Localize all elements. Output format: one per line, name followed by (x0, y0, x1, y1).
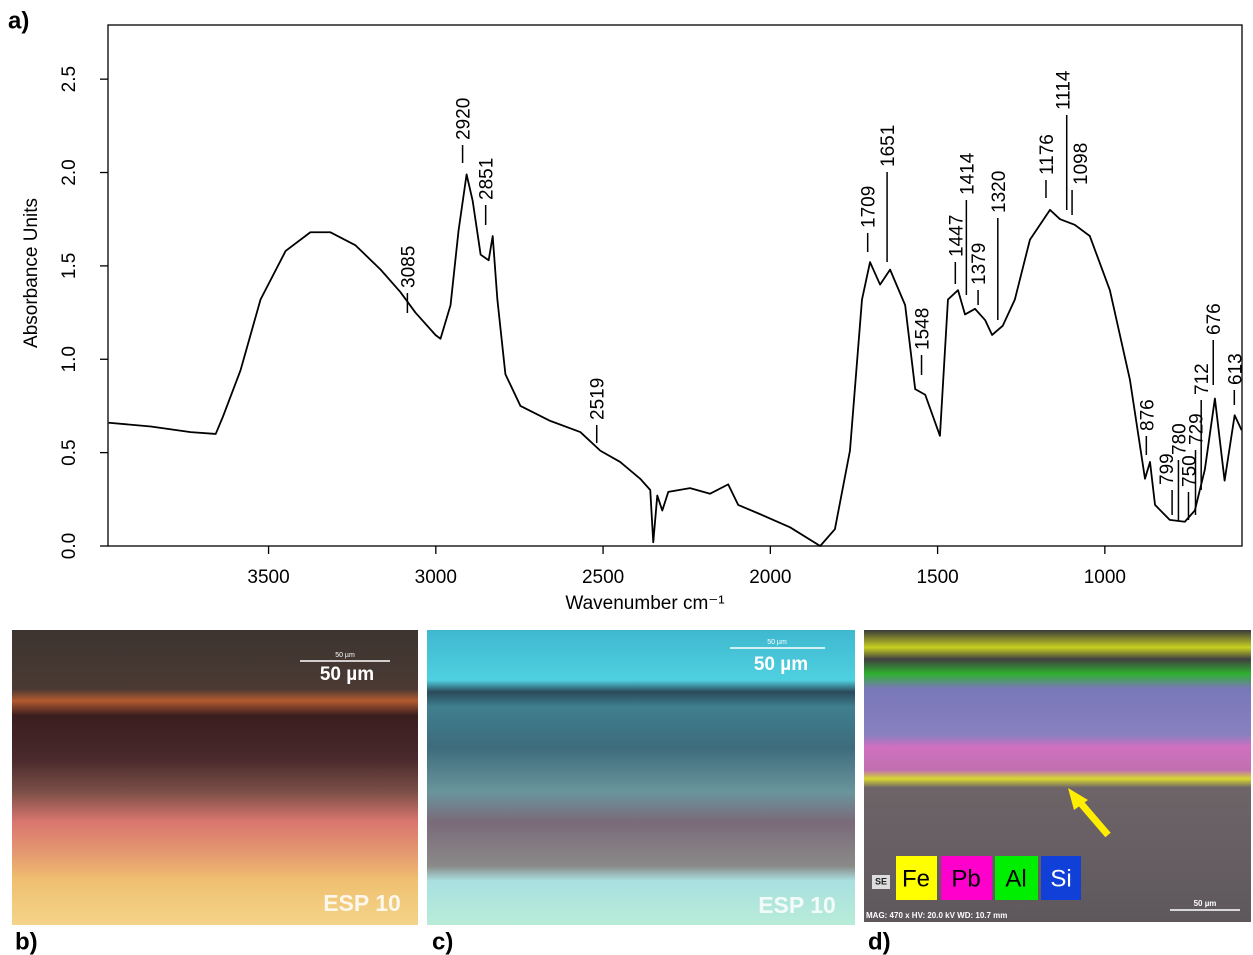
arrow (1075, 797, 1111, 838)
peak-label: 1379 (969, 243, 990, 285)
image (427, 630, 855, 925)
legend-label: Si (1050, 865, 1071, 892)
panel-label: a) (8, 7, 29, 34)
scale-label: 50 µm (1194, 899, 1217, 908)
y-tick-label: 0.5 (59, 439, 80, 465)
scale-label: 50 µm (320, 664, 374, 685)
peak-label: 676 (1204, 303, 1225, 335)
scale-label-small: 50 µm (767, 639, 787, 646)
x-tick-label: 3500 (247, 567, 289, 588)
detector-icon (872, 875, 890, 889)
peak-label: 2920 (454, 98, 475, 140)
x-tick-label: 2000 (749, 567, 791, 588)
x-tick-label: 1500 (916, 567, 958, 588)
peak-label: 1709 (859, 186, 880, 228)
micrograph-b: 50 µm 50 µm ESP 10 (12, 630, 418, 925)
scale-label-small: 50 µm (335, 652, 355, 659)
x-axis-label: Wavenumber cm⁻¹ (565, 593, 724, 614)
plot-frame (107, 24, 1243, 547)
y-tick-label: 2.5 (59, 66, 80, 92)
legend-swatch (995, 856, 1038, 900)
peak-label: 1098 (1071, 143, 1092, 185)
spectrum (108, 173, 1243, 547)
peak-label: 780 (1169, 423, 1190, 455)
sample-label: ESP 10 (758, 892, 836, 918)
peak-label: 613 (1225, 353, 1246, 385)
x-tick-label: 1000 (1084, 567, 1126, 588)
y-tick-label: 0.0 (59, 533, 80, 559)
y-tick-label: 2.0 (59, 159, 80, 185)
sem-info: MAG: 470 x HV: 20.0 kV WD: 10.7 mm (866, 911, 1007, 920)
legend-swatch (941, 856, 992, 900)
peak-label: 729 (1187, 413, 1208, 445)
x-tick-label: 3000 (415, 567, 457, 588)
sample-label: ESP 10 (323, 890, 401, 916)
peak-label: 1651 (878, 125, 899, 167)
peak-label: 2519 (588, 378, 609, 420)
peak-label: 2851 (477, 158, 498, 200)
panel-label: d) (868, 928, 891, 955)
legend-label: Al (1005, 865, 1026, 892)
peak-label: 1176 (1037, 134, 1058, 175)
panel-label: c) (432, 928, 453, 955)
peak-label: 712 (1192, 363, 1213, 395)
peak-label: 1414 (957, 152, 978, 195)
peak-label: 876 (1137, 399, 1158, 431)
legend-swatch (1041, 856, 1081, 900)
peak-label: 1447 (946, 215, 967, 257)
peak-label: 1320 (989, 171, 1010, 213)
x-tick-label: 2500 (582, 567, 624, 588)
legend-swatch (896, 856, 937, 900)
panel-label: b) (15, 928, 38, 955)
peak-label: 799 (1157, 453, 1178, 485)
peak-label: 1114 (1054, 70, 1075, 110)
micrograph-d: SE Fe Pb Al Si MAG: 470 x HV: 20.0 kV WD… (864, 630, 1251, 922)
peak-label: 750 (1179, 455, 1200, 487)
legend-label: Fe (902, 865, 930, 892)
y-axis-label: Absorbance Units (21, 198, 42, 348)
scale-label: 50 µm (754, 654, 808, 675)
detector-label: SE (875, 876, 887, 886)
y-tick-label: 1.5 (59, 253, 80, 279)
arrow-head (1068, 788, 1088, 810)
y-tick-label: 1.0 (59, 346, 80, 372)
image (12, 630, 418, 925)
micrograph-c: 50 µm 50 µm ESP 10 (427, 630, 855, 925)
legend-label: Pb (951, 865, 980, 892)
peak-label: 1548 (913, 308, 934, 350)
peak-label: 3085 (398, 246, 419, 288)
